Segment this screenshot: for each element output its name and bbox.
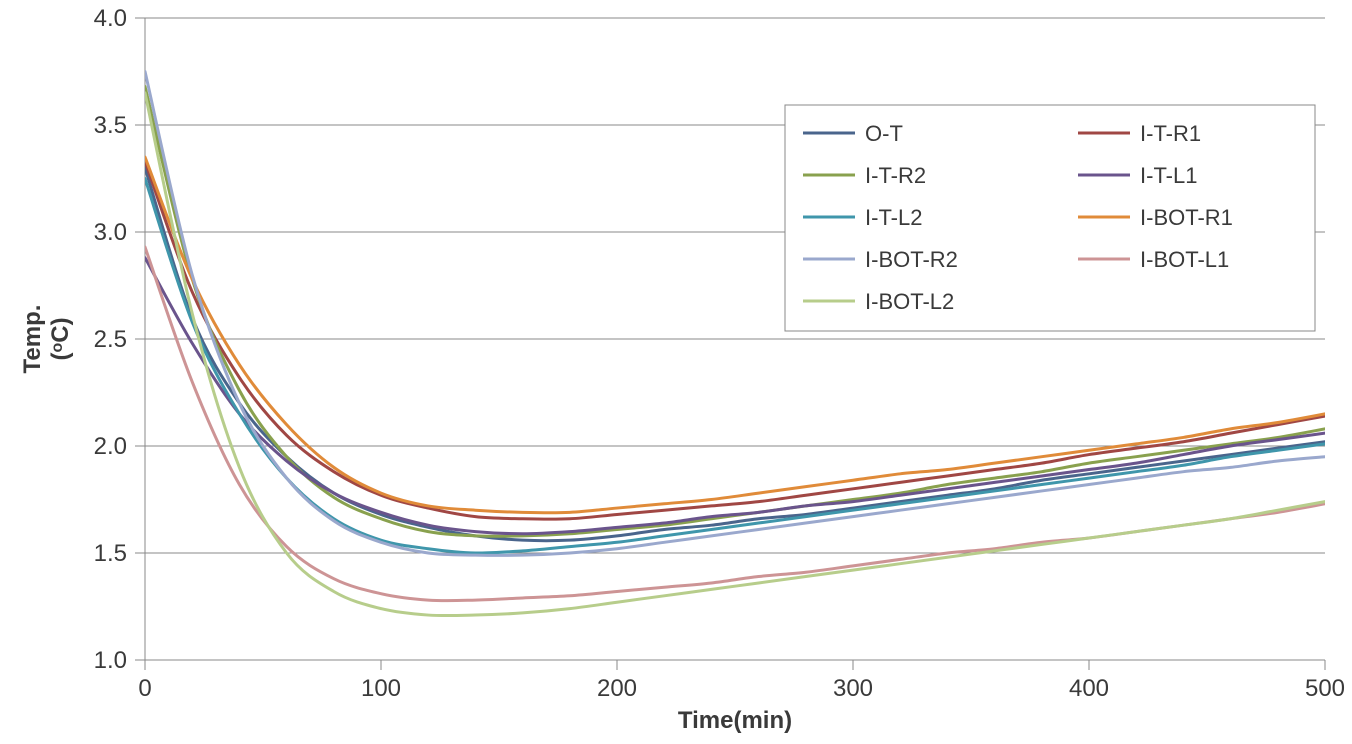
- legend: O-T I-T-R1 I-T-R2 I-T-L1 I-T-L2 I-BOT-R1 I-BOT…: [785, 105, 1315, 331]
- legend-label: I-T-L2: [865, 205, 922, 230]
- x-tick-label: 0: [138, 675, 151, 702]
- x-tick-label: 100: [361, 675, 401, 702]
- line-chart: 0 100 200 300 400 500 1.0 1.5 2.0 2.5 3.0 3.5 4.0 Tim…: [0, 0, 1352, 744]
- y-tick-label: 1.5: [94, 540, 127, 567]
- chart-container: 0 100 200 300 400 500 1.0 1.5 2.0 2.5 3.0 3.5 4.0 Tim…: [0, 0, 1352, 744]
- x-axis-label: Time(min): [678, 707, 792, 734]
- x-tick-label: 500: [1305, 675, 1345, 702]
- svg-text:Temp.: Temp.: [19, 305, 46, 374]
- legend-label: I-BOT-R1: [1140, 205, 1233, 230]
- y-tick-label: 3.0: [94, 219, 127, 246]
- x-tick-label: 300: [833, 675, 873, 702]
- y-tick-label: 4.0: [94, 5, 127, 32]
- legend-label: I-T-R2: [865, 163, 926, 188]
- y-tick-label: 2.0: [94, 433, 127, 460]
- legend-label: I-T-R1: [1140, 121, 1201, 146]
- y-tick-label: 3.5: [94, 112, 127, 139]
- svg-text:(oC): (oC): [47, 317, 74, 360]
- y-tick-label: 1.0: [94, 647, 127, 674]
- y-tick-label: 2.5: [94, 326, 127, 353]
- legend-label: I-T-L1: [1140, 163, 1197, 188]
- legend-label: I-BOT-R2: [865, 247, 958, 272]
- x-tick-label: 400: [1069, 675, 1109, 702]
- legend-label: O-T: [865, 121, 903, 146]
- x-tick-label: 200: [597, 675, 637, 702]
- legend-label: I-BOT-L1: [1140, 247, 1229, 272]
- legend-label: I-BOT-L2: [865, 289, 954, 314]
